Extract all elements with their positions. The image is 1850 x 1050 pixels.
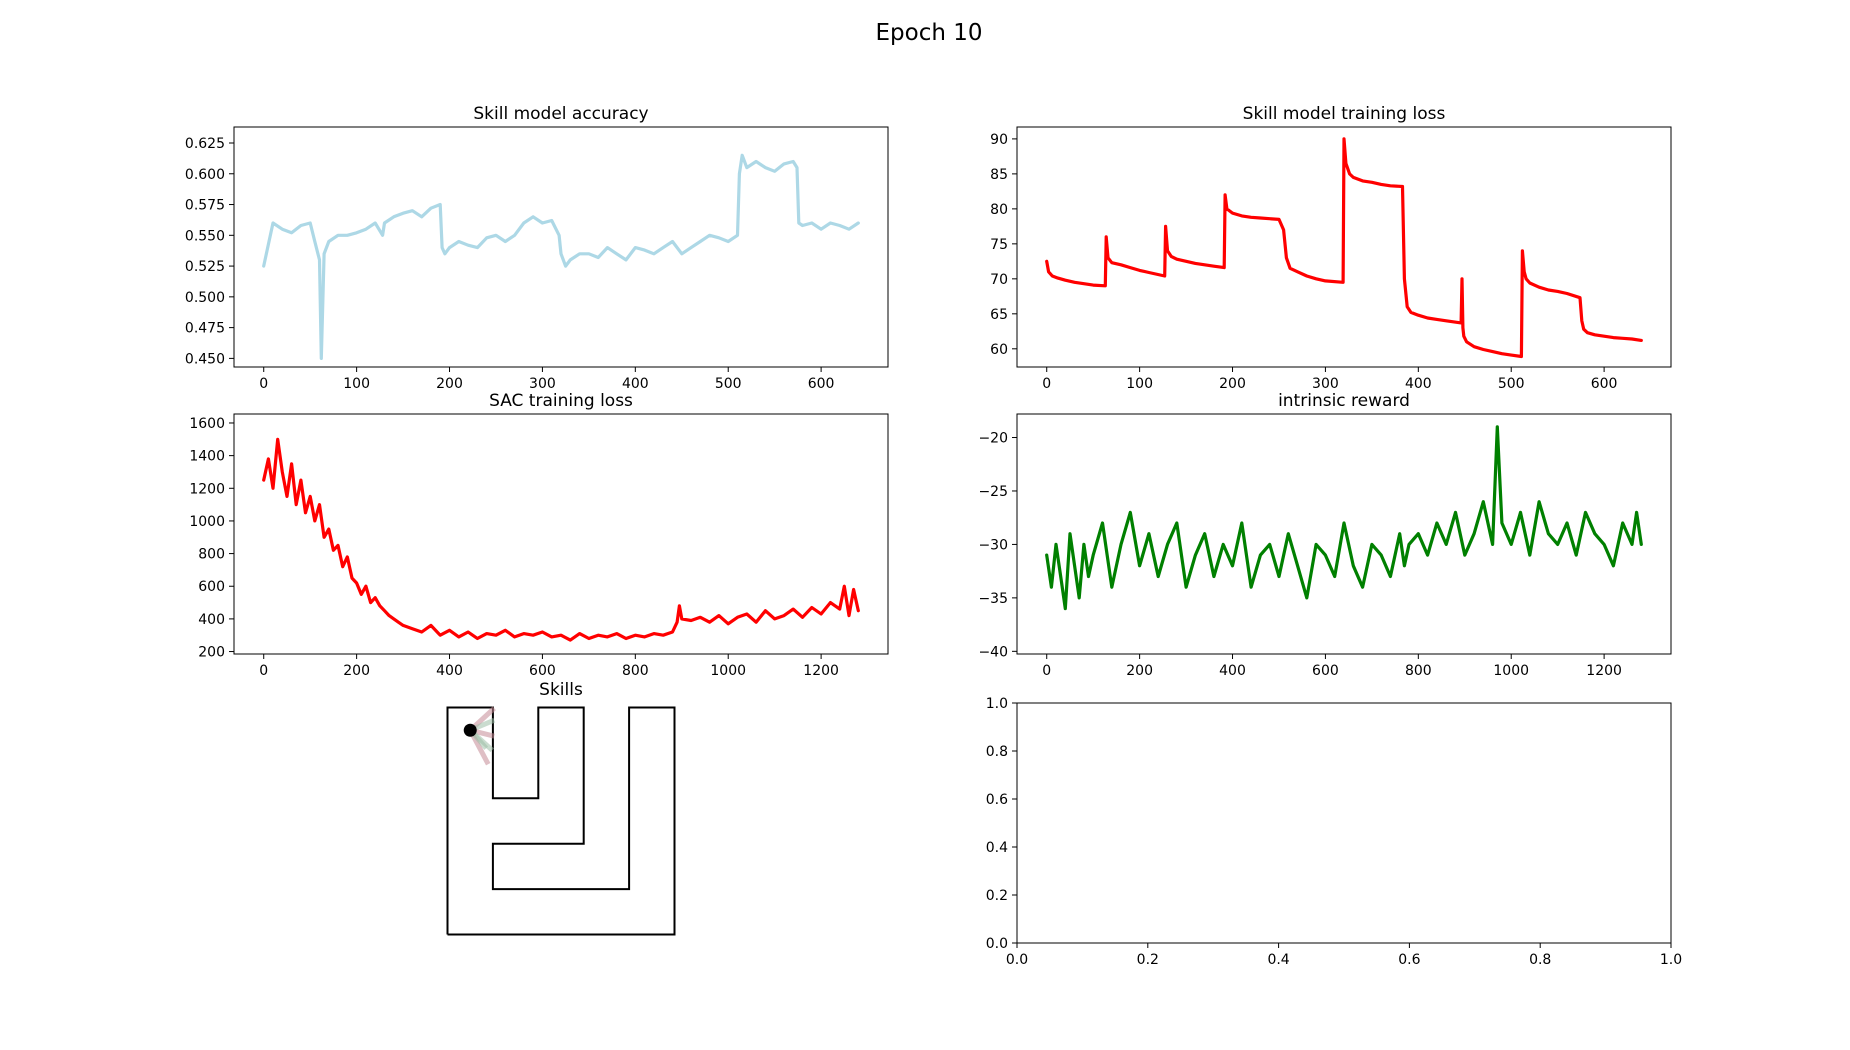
- y-tick-label: 0.2: [986, 888, 1008, 904]
- axes-frame: [1016, 702, 1672, 944]
- figure-suptitle: Epoch 10: [875, 20, 982, 46]
- x-tick-label: 300: [529, 376, 556, 392]
- x-tick-label: 0: [1042, 376, 1051, 392]
- series-line-2-0: [262, 437, 860, 642]
- x-tick-label: 300: [1312, 376, 1339, 392]
- y-tick-label: 75: [990, 237, 1008, 253]
- y-tick-label: 0.475: [185, 321, 225, 337]
- y-tick-label: 0.8: [986, 744, 1008, 760]
- x-tick-label: 1200: [1586, 663, 1622, 679]
- y-tick-label: 0.550: [185, 228, 225, 244]
- subplot-sac-training-loss-2: SAC training loss 0 200 400 600 800 1000 1200 20…: [189, 391, 889, 679]
- y-tick-label: 1.0: [986, 696, 1008, 712]
- x-tick-label: 0: [1042, 663, 1051, 679]
- axes-frame: [1016, 413, 1672, 655]
- y-tick-label: 0.625: [185, 136, 225, 152]
- y-tick-label: 1400: [189, 449, 225, 465]
- x-tick-label: 0.6: [1398, 952, 1420, 968]
- x-tick-label: 0.2: [1137, 952, 1159, 968]
- y-tick-label: 0.0: [986, 936, 1008, 952]
- y-tick-label: 0.575: [185, 198, 225, 214]
- y-tick-label: 0.4: [986, 840, 1008, 856]
- subplot-intrinsic-reward-3: intrinsic reward 0 200 400 600 800 1000 1200 −40…: [978, 391, 1672, 679]
- x-tick-label: 0: [259, 663, 268, 679]
- y-tick-label: 85: [990, 167, 1008, 183]
- x-tick-label: 100: [1126, 376, 1153, 392]
- y-tick-label: 800: [198, 547, 225, 563]
- y-tick-label: 400: [198, 612, 225, 628]
- y-tick-label: −25: [978, 484, 1008, 500]
- x-tick-label: 1000: [1493, 663, 1529, 679]
- y-tick-label: 600: [198, 579, 225, 595]
- y-tick-label: 65: [990, 307, 1008, 323]
- y-tick-label: 80: [990, 202, 1008, 218]
- y-tick-label: 1200: [189, 481, 225, 497]
- x-tick-label: 0.0: [1006, 952, 1028, 968]
- axes-frame: [1016, 126, 1672, 368]
- axes-title: Skill model training loss: [1243, 104, 1446, 124]
- y-tick-label: 70: [990, 272, 1008, 288]
- x-tick-label: 400: [1405, 376, 1432, 392]
- x-tick-label: 400: [1219, 663, 1246, 679]
- x-tick-label: 500: [1498, 376, 1525, 392]
- y-tick-label: 90: [990, 132, 1008, 148]
- axes-frame: [233, 126, 889, 368]
- y-tick-label: 1600: [189, 416, 225, 432]
- y-tick-label: −40: [978, 644, 1008, 660]
- subplot-skill-model-training-loss-1: Skill model training loss 0 100 200 300 400 50…: [990, 104, 1672, 392]
- y-tick-label: 0.525: [185, 259, 225, 275]
- axes-title: Skill model accuracy: [473, 104, 648, 124]
- y-tick-label: −35: [978, 591, 1008, 607]
- y-tick-label: 0.450: [185, 351, 225, 367]
- y-tick-label: 0.500: [185, 290, 225, 306]
- x-tick-label: 200: [436, 376, 463, 392]
- subplot-skills-4: Skills: [446, 680, 676, 936]
- y-tick-label: −20: [978, 431, 1008, 447]
- x-tick-label: 0: [259, 376, 268, 392]
- axes-frame: [233, 413, 889, 655]
- x-tick-label: 600: [808, 376, 835, 392]
- x-tick-label: 200: [1126, 663, 1153, 679]
- axes-title: Skills: [539, 680, 583, 700]
- x-tick-label: 600: [529, 663, 556, 679]
- series-line-1-0: [1045, 137, 1643, 359]
- y-tick-label: 0.600: [185, 167, 225, 183]
- x-tick-label: 1000: [710, 663, 746, 679]
- x-tick-label: 100: [343, 376, 370, 392]
- x-tick-label: 400: [622, 376, 649, 392]
- y-tick-label: 60: [990, 342, 1008, 358]
- axes-title: intrinsic reward: [1278, 391, 1410, 411]
- x-tick-label: 800: [622, 663, 649, 679]
- y-tick-label: −30: [978, 537, 1008, 553]
- skill-trajectories: [468, 706, 496, 766]
- x-tick-label: 600: [1591, 376, 1618, 392]
- x-tick-label: 0.8: [1529, 952, 1551, 968]
- x-tick-label: 200: [343, 663, 370, 679]
- axes-title: SAC training loss: [489, 391, 633, 411]
- x-tick-label: 1.0: [1660, 952, 1682, 968]
- subplot-skill-model-accuracy-0: Skill model accuracy 0 100 200 300 400 500 600 0…: [185, 104, 889, 392]
- x-tick-label: 1200: [803, 663, 839, 679]
- y-tick-label: 0.6: [986, 792, 1008, 808]
- series-line-3-0: [1045, 425, 1643, 611]
- y-tick-label: 200: [198, 645, 225, 661]
- x-tick-label: 200: [1219, 376, 1246, 392]
- x-tick-label: 400: [436, 663, 463, 679]
- x-tick-label: 800: [1405, 663, 1432, 679]
- series-line-0-0: [262, 153, 860, 360]
- agent-marker: [463, 723, 477, 737]
- y-tick-label: 1000: [189, 514, 225, 530]
- x-tick-label: 600: [1312, 663, 1339, 679]
- x-tick-label: 500: [715, 376, 742, 392]
- subplot-empty-5: 0.0 0.2 0.4 0.6 0.8 1.0 0.0 0.2 0.4 0.6 0.8 1.0: [986, 696, 1682, 968]
- x-tick-label: 0.4: [1267, 952, 1289, 968]
